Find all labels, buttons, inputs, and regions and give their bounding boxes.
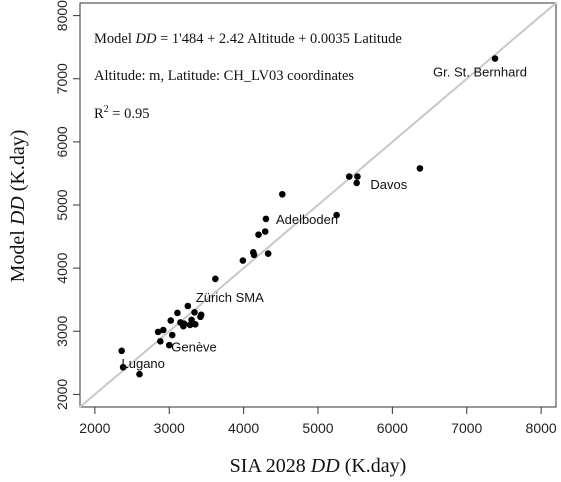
data-point <box>167 317 175 324</box>
data-point <box>279 190 286 198</box>
data-point <box>119 363 127 371</box>
data-point <box>186 321 194 329</box>
y-tick-label: 6000 <box>54 126 70 157</box>
data-point <box>264 250 272 257</box>
units-note: Altitude: m, Latitude: CH_LV03 coordinat… <box>94 68 354 84</box>
data-point <box>174 309 181 317</box>
y-tick-label: 5000 <box>54 189 70 220</box>
data-point <box>191 321 199 328</box>
data-point <box>165 341 173 349</box>
y-tick-label: 8000 <box>54 0 70 31</box>
equation-note: Model DD = 1'484 + 2.42 Altitude + 0.003… <box>94 31 402 47</box>
x-tick-label: 4000 <box>228 420 259 436</box>
x-tick-label: 7000 <box>451 420 482 436</box>
data-point <box>191 309 198 316</box>
station-label: Adelboden <box>276 212 338 227</box>
station-label: Zürich SMA <box>196 290 264 305</box>
data-point <box>353 179 360 187</box>
station-label: Lugano <box>122 356 165 371</box>
station-label: Davos <box>370 177 407 192</box>
y-axis-title: Model DD (K.day) <box>7 130 29 283</box>
station-label: Gr. St. Bernhard <box>433 65 527 80</box>
x-tick-label: 6000 <box>377 420 408 436</box>
data-point <box>160 326 167 334</box>
x-tick-label: 5000 <box>302 420 333 436</box>
data-point <box>168 331 176 339</box>
data-point <box>255 231 262 238</box>
data-point <box>180 322 187 330</box>
data-point <box>262 215 270 223</box>
data-point <box>188 316 195 324</box>
x-axis-title: SIA 2028 DD (K.day) <box>230 455 407 477</box>
data-point <box>345 173 353 180</box>
y-tick-label: 2000 <box>54 379 70 410</box>
x-tick-label: 8000 <box>526 420 557 436</box>
y-tick-label: 4000 <box>54 252 70 283</box>
y-tick-label: 3000 <box>54 315 70 346</box>
data-point <box>261 228 269 235</box>
data-point <box>333 211 340 219</box>
data-point <box>136 370 143 378</box>
data-point <box>212 275 219 283</box>
data-point <box>157 338 164 345</box>
data-point <box>491 55 499 62</box>
x-tick-label: 3000 <box>154 420 185 436</box>
data-point <box>118 347 125 355</box>
y-tick-label: 7000 <box>54 63 70 94</box>
r-squared-note: R2 = 0.95 <box>94 104 149 122</box>
data-point <box>416 165 424 172</box>
data-point <box>250 251 258 259</box>
data-point <box>197 313 204 321</box>
data-point <box>239 257 247 264</box>
x-tick-label: 2000 <box>79 420 110 436</box>
data-point <box>184 302 192 310</box>
station-label: Genève <box>171 339 217 354</box>
data-point <box>154 328 162 336</box>
data-point <box>354 173 361 180</box>
